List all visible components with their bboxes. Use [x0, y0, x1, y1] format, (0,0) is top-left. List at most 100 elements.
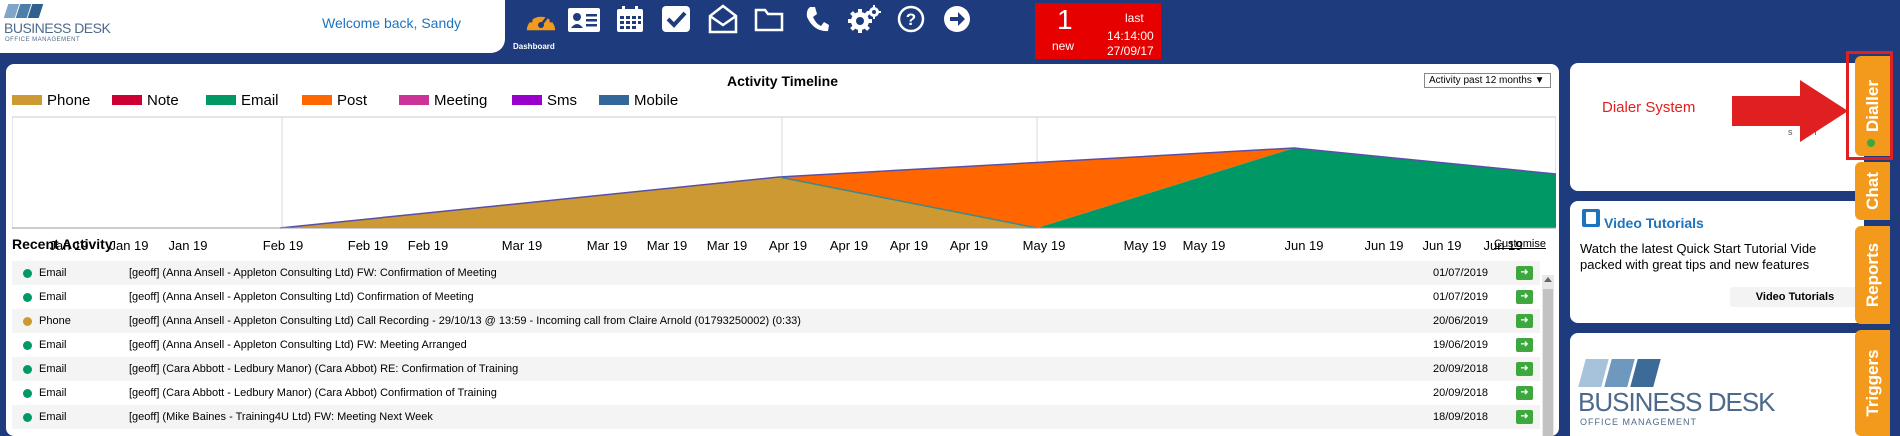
activity-scrollbar[interactable] — [1542, 275, 1554, 436]
x-tick-label: Feb 19 — [263, 238, 303, 253]
activity-description[interactable]: [geoff] (Anna Ansell - Appleton Consulti… — [129, 339, 467, 351]
phone-icon[interactable] — [804, 5, 830, 33]
legend-swatch — [112, 95, 142, 105]
video-tutorials-button[interactable]: Video Tutorials — [1730, 287, 1860, 307]
brand-panel: BUSINESS DESK OFFICE MANAGEMENT — [1570, 333, 1864, 436]
tasks-icon[interactable] — [661, 5, 691, 33]
legend-item-mobile[interactable]: Mobile — [599, 92, 678, 109]
legend-item-email[interactable]: Email — [206, 92, 279, 109]
activity-date: 20/06/2019 — [1433, 315, 1489, 327]
activity-row[interactable]: Email [geoff] (Cara Abbott - Ledbury Mano… — [12, 381, 1540, 405]
x-tick-label: Apr 19 — [830, 238, 868, 253]
dialler-status-dot — [1867, 139, 1875, 147]
tab-reports-label: Reports — [1862, 242, 1882, 308]
x-tick-label: Feb 19 — [348, 238, 388, 253]
notification-count: 1 — [1057, 4, 1073, 35]
video-tutorials-title[interactable]: Video Tutorials — [1604, 215, 1704, 231]
recent-activity-list: Email [geoff] (Anna Ansell - Appleton Con… — [12, 261, 1540, 429]
open-activity-arrow-icon[interactable]: ➜ — [1516, 290, 1533, 304]
scroll-up-arrow-icon[interactable] — [1544, 277, 1552, 282]
x-tick-label: May 19 — [1183, 238, 1226, 253]
activity-row[interactable]: Phone [geoff] (Anna Ansell - Appleton Con… — [12, 309, 1540, 333]
activity-panel: Activity Timeline Activity past 12 month… — [6, 64, 1559, 436]
legend-label: Note — [147, 92, 179, 109]
x-tick-label: Apr 19 — [769, 238, 807, 253]
legend-label: Post — [337, 92, 368, 109]
tab-chat[interactable]: Chat — [1855, 162, 1890, 220]
open-activity-arrow-icon[interactable]: ➜ — [1516, 410, 1533, 424]
activity-description[interactable]: [geoff] (Anna Ansell - Appleton Consulti… — [129, 315, 801, 327]
activity-description[interactable]: [geoff] (Anna Ansell - Appleton Consulti… — [129, 291, 474, 303]
tab-triggers-label: Triggers — [1862, 349, 1882, 417]
legend-swatch — [599, 95, 629, 105]
legend-item-meeting[interactable]: Meeting — [399, 92, 487, 109]
x-tick-label: Jun 19 — [1364, 238, 1403, 253]
logo-subtext: OFFICE MANAGEMENT — [5, 37, 81, 43]
customise-link[interactable]: Customise — [1494, 238, 1546, 250]
tab-reports[interactable]: Reports — [1855, 226, 1890, 324]
open-activity-arrow-icon[interactable]: ➜ — [1516, 266, 1533, 280]
open-activity-arrow-icon[interactable]: ➜ — [1516, 338, 1533, 352]
activity-row[interactable]: Email [geoff] (Anna Ansell - Appleton Con… — [12, 285, 1540, 309]
dashboard-label[interactable]: Dashboard — [513, 42, 555, 51]
header-logo-area: BUSINESS DESK OFFICE MANAGEMENT Welcome … — [0, 0, 505, 53]
legend-swatch — [512, 95, 542, 105]
legend-swatch — [399, 95, 429, 105]
x-tick-label: Mar 19 — [647, 238, 687, 253]
folder-icon[interactable] — [754, 6, 784, 32]
x-tick-label: Jan 19 — [168, 238, 207, 253]
dashboard-icon[interactable] — [523, 5, 559, 35]
open-activity-arrow-icon[interactable]: ➜ — [1516, 314, 1533, 328]
video-line-1: Watch the latest Quick Start Tutorial Vi… — [1580, 241, 1817, 256]
x-tick-label: Feb 19 — [408, 238, 448, 253]
activity-date: 01/07/2019 — [1433, 291, 1489, 303]
x-tick-label: Mar 19 — [502, 238, 542, 253]
range-select[interactable]: Activity past 12 months ▼ — [1424, 73, 1551, 88]
legend-label: Mobile — [634, 92, 679, 109]
dialer-system-label: Dialer System — [1602, 99, 1696, 116]
open-activity-arrow-icon[interactable]: ➜ — [1516, 362, 1533, 376]
legend-item-sms[interactable]: Sms — [512, 92, 577, 109]
activity-date: 20/09/2018 — [1433, 363, 1489, 375]
legend-item-note[interactable]: Note — [112, 92, 179, 109]
legend-item-post[interactable]: Post — [302, 92, 367, 109]
activity-type: Email — [39, 267, 67, 279]
activity-description[interactable]: [geoff] (Cara Abbott - Ledbury Manor) (C… — [129, 387, 497, 399]
activity-description[interactable]: [geoff] (Cara Abbott - Ledbury Manor) (C… — [129, 363, 519, 375]
x-tick-label: Jan 19 — [49, 238, 88, 253]
notification-time: 14:14:00 — [1107, 29, 1154, 43]
tab-triggers[interactable]: Triggers — [1855, 330, 1890, 436]
legend-label: Sms — [547, 92, 577, 109]
activity-row[interactable]: Email [geoff] (Anna Ansell - Appleton Con… — [12, 261, 1540, 285]
activity-type: Email — [39, 291, 67, 303]
logout-icon[interactable] — [942, 4, 972, 34]
red-arrow-icon — [1732, 80, 1848, 142]
logo-text[interactable]: BUSINESS DESK — [4, 20, 111, 36]
activity-row[interactable]: Email [geoff] (Mike Baines - Training4U L… — [12, 405, 1540, 429]
legend-label: Meeting — [434, 92, 488, 109]
activity-date: 18/09/2018 — [1433, 411, 1489, 423]
settings-icon[interactable] — [847, 4, 881, 34]
activity-type: Phone — [39, 315, 71, 327]
legend-item-phone[interactable]: Phone — [12, 92, 90, 109]
x-tick-label: Mar 19 — [707, 238, 747, 253]
brand-logo-subtext: OFFICE MANAGEMENT — [1580, 417, 1698, 427]
scroll-thumb[interactable] — [1543, 289, 1553, 436]
x-tick-label: Jun 19 — [1284, 238, 1323, 253]
calendar-icon[interactable] — [616, 5, 644, 33]
x-tick-label: Jun 19 — [1422, 238, 1461, 253]
activity-row[interactable]: Email [geoff] (Cara Abbott - Ledbury Mano… — [12, 357, 1540, 381]
video-tutorial-icon — [1582, 209, 1600, 227]
activity-row[interactable]: Email [geoff] (Anna Ansell - Appleton Con… — [12, 333, 1540, 357]
contacts-icon[interactable] — [567, 7, 601, 33]
notification-box[interactable]: 1 new last 14:14:00 27/09/17 — [1035, 3, 1161, 59]
activity-description[interactable]: [geoff] (Mike Baines - Training4U Ltd) F… — [129, 411, 433, 423]
open-activity-arrow-icon[interactable]: ➜ — [1516, 386, 1533, 400]
help-icon[interactable]: ? — [896, 4, 926, 34]
activity-date: 19/06/2019 — [1433, 339, 1489, 351]
activity-type-dot-icon — [23, 413, 32, 422]
mail-icon[interactable] — [708, 4, 738, 34]
activity-type-dot-icon — [23, 341, 32, 350]
activity-description[interactable]: [geoff] (Anna Ansell - Appleton Consulti… — [129, 267, 497, 279]
activity-type-dot-icon — [23, 389, 32, 398]
